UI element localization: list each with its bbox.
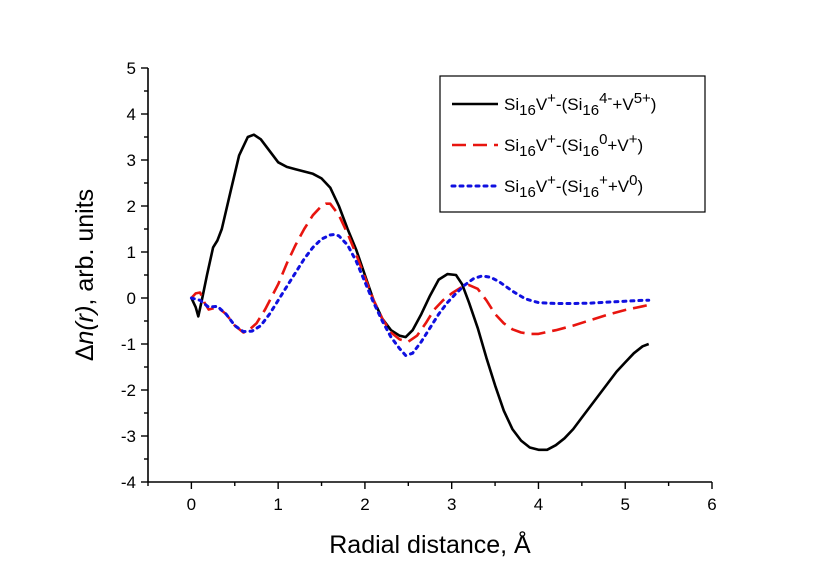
legend-label-part: + xyxy=(599,172,608,189)
legend-label-part: +V xyxy=(608,177,630,196)
y-tick-label: 4 xyxy=(127,105,136,124)
y-tick-label: 3 xyxy=(127,151,136,170)
legend-label-part: 16 xyxy=(519,184,536,201)
legend-label-part: -(Si xyxy=(556,177,582,196)
legend-label-1: Si16V+-(Si164-+V5+) xyxy=(504,90,656,118)
axes: 0 1 2 3 4 5 6 -4 -3 -2 -1 0 1 2 3 4 5 xyxy=(121,59,717,514)
legend-label-part: 5+ xyxy=(634,90,651,107)
series-group xyxy=(189,133,651,452)
series-line-3 xyxy=(189,233,651,357)
y-tick-label: 1 xyxy=(127,243,136,262)
x-tick-label: 3 xyxy=(447,495,456,514)
y-tick-label: -1 xyxy=(121,335,136,354)
legend-label-part: + xyxy=(547,90,556,107)
legend-label-part: 16 xyxy=(519,102,536,119)
y-axis-label-italic: n(r) xyxy=(71,306,99,345)
x-tick-label: 5 xyxy=(620,495,629,514)
legend-label-part: +V xyxy=(607,136,629,155)
y-axis-label-suffix: , arb. units xyxy=(71,189,99,306)
y-tick-label: 5 xyxy=(127,59,136,78)
legend-label-part: 0 xyxy=(599,131,607,148)
legend-label-part: + xyxy=(547,172,556,189)
x-tick-label: 2 xyxy=(360,495,369,514)
x-tick-label: 1 xyxy=(273,495,282,514)
legend-label-part: -(Si xyxy=(556,95,582,114)
legend-label-part: 16 xyxy=(582,143,599,160)
legend-label-part: 16 xyxy=(582,102,599,119)
series-line-1 xyxy=(190,133,650,452)
legend-label-part: +V xyxy=(612,95,634,114)
legend-label-part: Si xyxy=(504,95,519,114)
legend-label-part: V xyxy=(536,136,548,155)
legend-label-part: 4- xyxy=(599,90,612,107)
legend-label-part: ) xyxy=(651,95,657,114)
legend-label-2: Si16V+-(Si160+V+) xyxy=(504,131,643,159)
legend-label-part: + xyxy=(629,131,638,148)
legend: Si16V+-(Si164-+V5+)Si16V+-(Si160+V+)Si16… xyxy=(439,75,706,213)
legend-label-part: Si xyxy=(504,136,519,155)
y-tick-label: 0 xyxy=(127,289,136,308)
legend-label-part: ) xyxy=(637,177,643,196)
y-tick-label: -2 xyxy=(121,381,136,400)
legend-label-part: ) xyxy=(637,136,643,155)
x-axis-label: Radial distance, Å xyxy=(329,529,531,559)
legend-label-part: V xyxy=(536,95,548,114)
legend-label-part: -(Si xyxy=(556,136,582,155)
legend-label-part: + xyxy=(547,131,556,148)
legend-label-part: 0 xyxy=(629,172,637,189)
legend-label-part: 16 xyxy=(519,143,536,160)
series-line-2 xyxy=(190,202,649,343)
y-tick-label: -4 xyxy=(121,473,136,492)
x-tick-label: 6 xyxy=(707,495,716,514)
x-tick-label: 0 xyxy=(187,495,196,514)
legend-label-3: Si16V+-(Si16++V0) xyxy=(504,172,643,200)
y-tick-label: 2 xyxy=(127,197,136,216)
x-tick-label: 4 xyxy=(534,495,543,514)
legend-label-part: 16 xyxy=(582,184,599,201)
legend-label-part: Si xyxy=(504,177,519,196)
legend-label-part: V xyxy=(536,177,548,196)
y-axis-label: Δn(r), arb. units xyxy=(71,189,99,361)
y-tick-label: -3 xyxy=(121,427,136,446)
y-axis-label-prefix: Δ xyxy=(71,344,99,361)
